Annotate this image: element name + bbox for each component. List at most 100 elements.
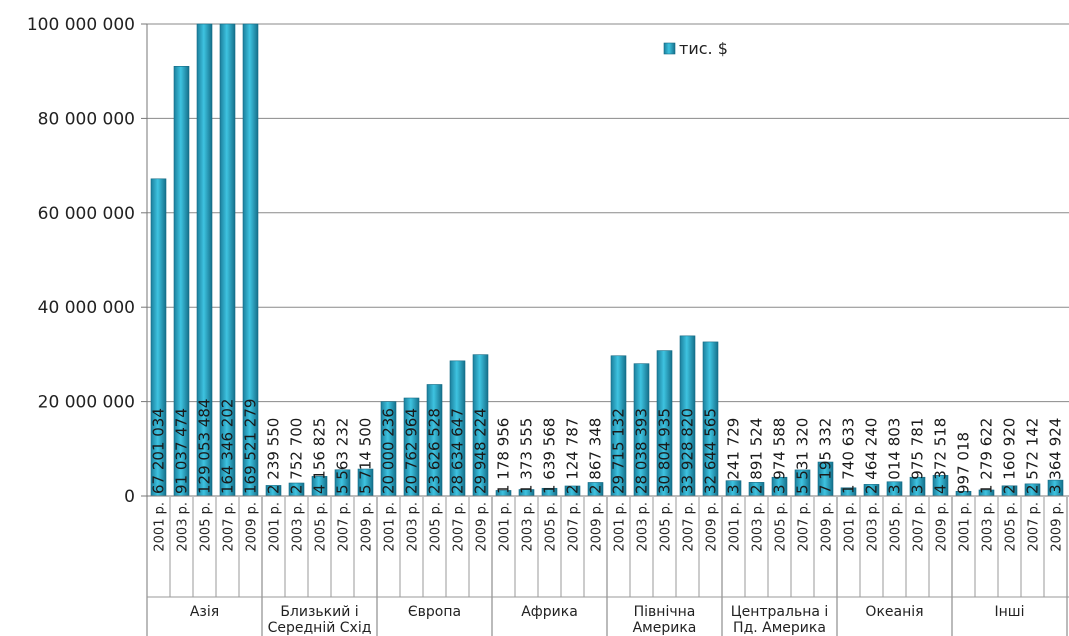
year-label: 2003 р. [521,502,536,552]
year-label: 2007 р. [222,502,237,552]
year-label: 2001 р. [268,502,283,552]
year-label: 2007 р. [567,502,582,552]
year-label: 2007 р. [337,502,352,552]
value-label: 2 752 700 [288,418,306,494]
value-label: 20 762 964 [403,408,421,494]
group-label: Близький і [280,604,358,620]
value-label: 1 373 555 [518,418,536,494]
year-label: 2003 р. [406,502,421,552]
year-label: 2003 р. [981,502,996,552]
year-label: 2007 р. [682,502,697,552]
value-label: 5 714 500 [357,418,375,494]
year-label: 2003 р. [636,502,651,552]
value-label: 3 974 588 [771,418,789,494]
value-label: 5 531 320 [794,418,812,494]
year-label: 2009 р. [1050,502,1065,552]
legend-swatch [663,42,676,55]
group-label: Пд. Америка [733,620,826,636]
year-label: 2001 р. [958,502,973,552]
year-label: 2001 р. [498,502,513,552]
value-label: 1 178 956 [495,418,513,494]
value-label: 28 038 393 [633,408,651,494]
value-label: 3 975 781 [909,418,927,494]
value-label: 2 464 240 [863,418,881,494]
year-label: 2005 р. [774,502,789,552]
year-label: 2001 р. [728,502,743,552]
year-label: 2007 р. [452,502,467,552]
year-label: 2009 р. [245,502,260,552]
value-label: 164 346 202 [219,399,237,494]
value-label: 2 572 142 [1024,418,1042,494]
group-label: Африка [521,604,578,620]
value-label: 7 195 332 [817,418,835,494]
gridlines [147,23,1069,403]
year-label: 2005 р. [314,502,329,552]
year-label: 2003 р. [866,502,881,552]
value-label: 32 644 565 [702,408,720,494]
year-label: 2001 р. [153,502,168,552]
value-label: 29 948 224 [472,408,490,494]
value-label: 3 014 803 [886,418,904,494]
year-label: 2009 р. [475,502,490,552]
value-label: 1 639 568 [541,418,559,494]
value-label: 29 715 132 [610,408,628,494]
y-axis: 0 20 000 000 40 000 000 60 000 000 80 000 00… [27,15,148,636]
year-label: 2003 р. [751,502,766,552]
value-label: 4 372 518 [932,418,950,494]
group-label: Океанія [865,604,923,620]
value-label: 5 563 232 [334,418,352,494]
group-label: Азія [190,604,219,620]
year-label: 2005 р. [199,502,214,552]
group-label: Європа [408,604,461,620]
year-label: 2005 р. [889,502,904,552]
value-label: 169 521 279 [242,399,260,494]
legend: тис. $ [663,39,728,58]
value-label: 3 364 924 [1047,418,1065,494]
value-label: 28 634 647 [449,408,467,494]
value-label: 2 891 524 [748,418,766,494]
group-label: Центральна і [731,604,829,620]
value-label: 2 239 550 [265,418,283,494]
value-label: 2 124 787 [564,418,582,494]
value-label: 23 626 528 [426,408,444,494]
value-label: 1 279 622 [978,418,996,494]
year-label: 2007 р. [912,502,927,552]
year-label: 2009 р. [705,502,720,552]
value-label: 91 037 474 [173,408,191,494]
year-label: 2001 р. [613,502,628,552]
year-label: 2009 р. [590,502,605,552]
year-label: 2009 р. [820,502,835,552]
year-label: 2003 р. [291,502,306,552]
y-tick-label: 40 000 000 [38,298,135,318]
value-label: 67 201 034 [150,408,168,494]
group-label: Північна [634,604,696,620]
year-label: 2003 р. [176,502,191,552]
value-label: 4 156 825 [311,418,329,494]
y-tick-label: 20 000 000 [38,393,135,413]
year-label: 2007 р. [1027,502,1042,552]
x-axis: 2001 р. 2003 р. 2005 р. 2007 р. 2009 р. Азія 2… [147,495,1069,636]
value-label: 129 053 484 [196,399,214,494]
year-label: 2007 р. [797,502,812,552]
y-tick-label: 100 000 000 [27,15,135,35]
group-label: Америка [633,620,697,636]
value-label: 2 867 348 [587,418,605,494]
year-label: 2001 р. [383,502,398,552]
year-label: 2005 р. [544,502,559,552]
year-label: 2009 р. [360,502,375,552]
y-tick-label: 0 [124,487,135,507]
year-label: 2009 р. [935,502,950,552]
value-label: 1 740 633 [840,418,858,494]
y-tick-label: 60 000 000 [38,204,135,224]
value-label: 997 018 [955,432,973,494]
value-label: 20 000 236 [380,408,398,494]
data-labels: 67 201 034 91 037 474 129 053 484 164 346 2… [150,399,1065,494]
year-label: 2001 р. [843,502,858,552]
group-label: Інші [995,604,1025,620]
group-label: Середній Схід [268,620,372,636]
value-label: 3 241 729 [725,418,743,494]
value-label: 33 928 820 [679,408,697,494]
year-label: 2005 р. [659,502,674,552]
year-label: 2005 р. [1004,502,1019,552]
